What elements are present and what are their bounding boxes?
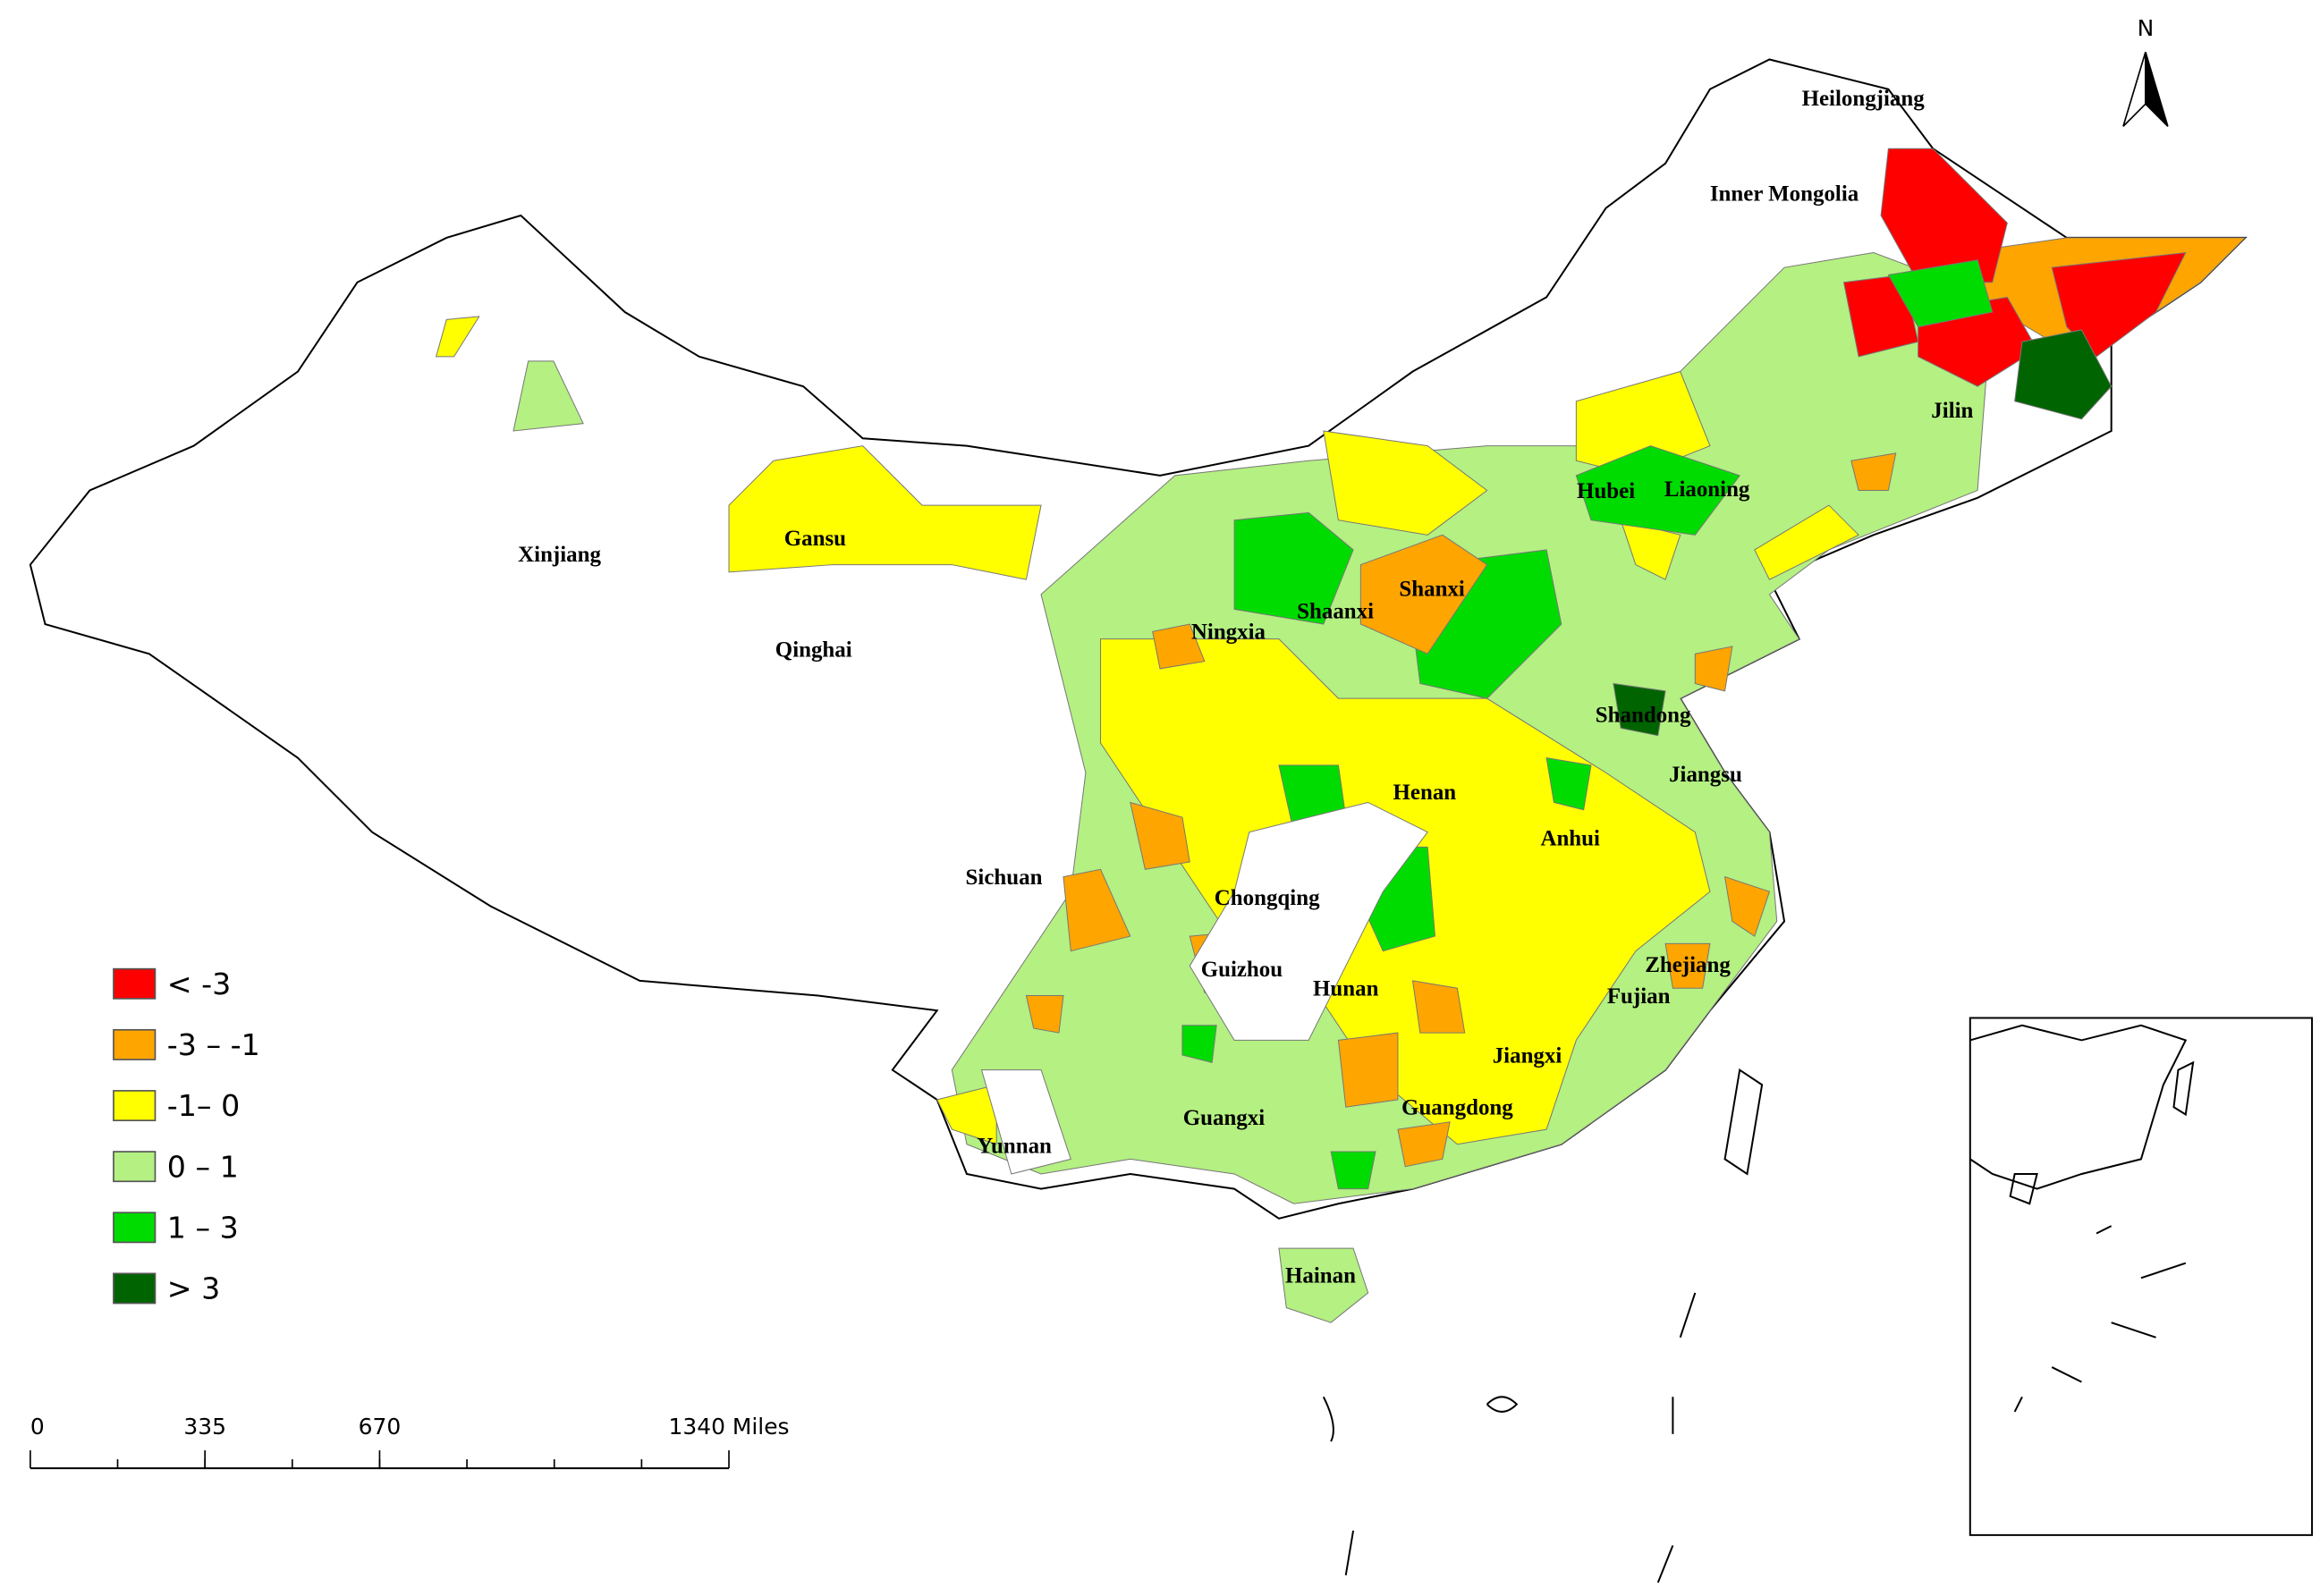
- legend-swatch: [113, 1212, 157, 1244]
- legend-swatch: [113, 967, 157, 1000]
- region-fill: [1411, 980, 1466, 1034]
- region-label: Guangxi: [1183, 1106, 1265, 1130]
- region-fill: [1330, 1151, 1376, 1190]
- region-label: Heilongjiang: [1802, 87, 1926, 111]
- region-fill: [2051, 251, 2187, 358]
- region-fill: [1664, 942, 1711, 989]
- legend-swatch: [113, 1151, 157, 1183]
- scale-label: 0: [30, 1414, 45, 1440]
- region-fill: [1323, 430, 1488, 536]
- legend-label: > 3: [167, 1271, 221, 1306]
- region-fill: [1575, 445, 1740, 536]
- region-label: Chongqing: [1215, 886, 1320, 910]
- region-fill: [435, 316, 480, 358]
- region-label: Shanxi: [1399, 577, 1465, 601]
- legend-swatch: [113, 1028, 157, 1060]
- taiwan: [1723, 1068, 1764, 1176]
- region-hole: [980, 1069, 1071, 1175]
- region-label: Sichuan: [966, 866, 1043, 890]
- region-fill: [512, 360, 584, 432]
- region-fill: [1397, 1121, 1451, 1168]
- region-fill: [1025, 995, 1064, 1034]
- region-label: Liaoning: [1664, 477, 1750, 502]
- region-fill: [1887, 259, 1994, 328]
- region-fill: [1850, 452, 1897, 491]
- legend-label: -3 – -1: [167, 1027, 260, 1062]
- region-label: Hubei: [1577, 479, 1635, 503]
- inset-frame: [1969, 1017, 2314, 1536]
- region-label: Inner Mongolia: [1710, 182, 1859, 206]
- region-label: Shaanxi: [1297, 599, 1374, 623]
- region-label: Ningxia: [1191, 621, 1266, 645]
- region-fill: [1278, 1247, 1369, 1323]
- region-fill: [1233, 511, 1354, 625]
- region-label: Qinghai: [775, 638, 852, 663]
- scale-label: 670: [359, 1414, 402, 1440]
- legend-label: 1 – 3: [167, 1210, 239, 1245]
- region-fill: [1337, 1032, 1399, 1108]
- region-fill: [2014, 329, 2113, 420]
- region-label: Jiangxi: [1493, 1043, 1562, 1068]
- inset: [1969, 1017, 2314, 1536]
- region-label: Henan: [1393, 781, 1457, 805]
- region-fill: [936, 1084, 997, 1145]
- region-fill: [1063, 868, 1131, 952]
- scale-label: 1340 Miles: [669, 1414, 790, 1440]
- islands: [1322, 1068, 1764, 1583]
- region-fill: [1694, 646, 1733, 692]
- inset-coast: [1969, 1024, 2195, 1413]
- region-label: Gansu: [784, 527, 846, 551]
- region-label: Hunan: [1313, 977, 1379, 1001]
- region-fill: [1613, 682, 1666, 737]
- region-fill: [1181, 1025, 1217, 1063]
- region-fill: [1359, 534, 1488, 654]
- region-label: Guangdong: [1401, 1096, 1513, 1120]
- region-label: Xinjiang: [518, 543, 601, 567]
- region-label: Hainan: [1285, 1263, 1356, 1288]
- region-fill: [1130, 801, 1190, 870]
- region-label: Guizhou: [1201, 958, 1283, 982]
- region-label: Yunnan: [977, 1135, 1052, 1159]
- region-label: Zhejiang: [1645, 953, 1731, 977]
- region-label: Shandong: [1596, 704, 1691, 728]
- legend-label: 0 – 1: [167, 1149, 239, 1184]
- scale-label: 335: [183, 1414, 226, 1440]
- region-label: Anhui: [1540, 827, 1600, 851]
- north-arrow: N: [2122, 15, 2169, 127]
- region-fill: [1723, 875, 1771, 937]
- region-fill: [1545, 757, 1592, 811]
- legend-swatch: [113, 1090, 157, 1121]
- region-fill: [1152, 623, 1206, 670]
- coast-mark: [1322, 1292, 1697, 1583]
- region-fill: [1754, 504, 1859, 580]
- region-label: Jilin: [1931, 399, 1973, 423]
- region-label: Fujian: [1607, 984, 1671, 1009]
- north-arrow-shape: [2145, 51, 2169, 127]
- legend-label: < -3: [167, 967, 232, 1001]
- region-fill: [728, 445, 1042, 580]
- north-label: N: [2138, 15, 2155, 41]
- region-hole: [1189, 801, 1428, 1041]
- region-label: Jiangsu: [1669, 763, 1742, 787]
- legend-swatch: [113, 1272, 157, 1305]
- legend-label: -1– 0: [167, 1088, 240, 1123]
- north-arrow-shape: [2122, 51, 2146, 127]
